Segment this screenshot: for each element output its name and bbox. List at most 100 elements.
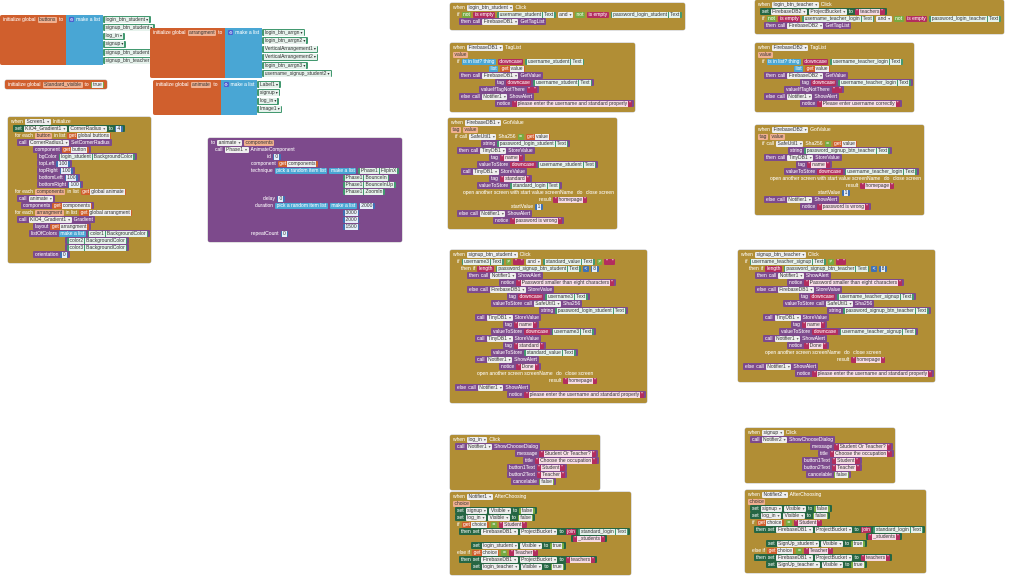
block-row[interactable]: topLeft 100: [37, 160, 72, 167]
component-property-block[interactable]: password_login_student Text: [555, 307, 627, 314]
property-dropdown[interactable]: Text: [813, 258, 825, 265]
component-property-block[interactable]: standard_login Text: [578, 528, 629, 535]
dropdown[interactable]: Visible: [489, 507, 512, 514]
text-literal-value[interactable]: homepage: [567, 377, 594, 384]
property-dropdown[interactable]: BounceInUp: [364, 181, 394, 188]
text-literal-value[interactable]: teachers: [864, 554, 887, 561]
text-literal-value[interactable]: _students: [872, 533, 896, 540]
dropdown[interactable]: FirebaseDB1: [482, 72, 519, 79]
block-row[interactable]: thencallTinyDB1StoreValue: [457, 147, 535, 154]
property-dropdown[interactable]: Text: [543, 11, 555, 18]
property-dropdown[interactable]: Text: [876, 147, 889, 154]
property-dropdown[interactable]: Text: [547, 182, 559, 189]
dropdown[interactable]: Visible: [783, 512, 805, 519]
text-block[interactable]: downcase: [510, 161, 536, 168]
list-block[interactable]: is in list? thing: [766, 58, 801, 65]
number-block[interactable]: 2000: [358, 202, 375, 209]
text-literal-block[interactable]: " teachers ": [854, 8, 885, 15]
property-dropdown[interactable]: Text: [910, 526, 922, 533]
block-row[interactable]: result " homepage ": [547, 377, 600, 384]
boolean-dropdown[interactable]: false: [835, 471, 848, 478]
dropdown[interactable]: ProjectBucket: [814, 526, 853, 533]
variable-dropdown[interactable]: choice: [776, 547, 793, 554]
block-row[interactable]: valueToStore downcase username_teacher_log…: [784, 168, 919, 175]
firebasedb1-gotvalue-block[interactable]: whenFirebaseDB1GotValuetagvalueifcallSaf…: [448, 118, 617, 229]
dropdown[interactable]: FirebaseDB2: [771, 126, 809, 133]
text-literal-block[interactable]: " standard ": [513, 342, 544, 349]
block-row[interactable]: setsignupVisibletofalse: [750, 505, 832, 512]
block-row[interactable]: valueToStore downcase username_teacher_sig…: [779, 328, 919, 335]
block-row[interactable]: result " homepage ": [844, 182, 897, 189]
variable-dropdown[interactable]: value: [534, 133, 549, 140]
component-property-block[interactable]: Phase1 ZoomIn: [343, 188, 385, 195]
dropdown[interactable]: Notifier1: [477, 384, 504, 391]
text-block[interactable]: is empty: [905, 15, 928, 22]
block-row[interactable]: open another screen with start value scr…: [768, 175, 923, 182]
dropdown[interactable]: login_student: [481, 542, 519, 549]
dropdown[interactable]: log_in: [465, 514, 487, 521]
text-literal-value[interactable]: homepage: [557, 196, 584, 203]
block-row[interactable]: Phase1 BounceIn: [341, 174, 392, 181]
text-literal-value[interactable]: standard: [504, 175, 526, 182]
component-dropdown[interactable]: signup_btn_student: [104, 49, 154, 56]
component-property-block[interactable]: username3 Text: [551, 328, 594, 335]
dropdown[interactable]: login_btn_student: [466, 4, 514, 11]
block-row[interactable]: list get value: [487, 65, 528, 72]
component-dropdown[interactable]: login_btn_student: [104, 16, 150, 23]
text-literal-value[interactable]: homepage: [864, 182, 891, 189]
get-variable-block[interactable]: get global arrangment: [79, 209, 133, 216]
get-variable-block[interactable]: get choice: [756, 519, 784, 526]
logic-block[interactable]: not: [766, 15, 777, 22]
get-variable-block[interactable]: get value: [805, 65, 831, 72]
number-value[interactable]: 100: [57, 160, 69, 167]
math-block[interactable]: <: [871, 265, 878, 272]
component-dropdown[interactable]: log_in: [104, 33, 123, 40]
dropdown[interactable]: FirebaseDB2: [771, 44, 809, 51]
number-block[interactable]: 100: [59, 167, 73, 174]
property-dropdown[interactable]: Text: [555, 140, 567, 147]
text-literal-value[interactable]: Choose the occupation: [539, 457, 593, 464]
block-row[interactable]: thencallFirebaseDB1GetValue: [459, 72, 543, 79]
block-row[interactable]: startValue 1: [509, 203, 545, 210]
text-literal-value[interactable]: Student Or Teacher?: [543, 450, 592, 457]
dropdown[interactable]: FirebaseDB1: [466, 44, 504, 51]
boolean-block[interactable]: true: [851, 561, 865, 568]
block-row[interactable]: if not is empty username_teacher_login Text a…: [760, 15, 1003, 22]
logic-block[interactable]: =: [785, 519, 792, 526]
component-property-block[interactable]: username_student Text: [533, 79, 593, 86]
notifier1-afterchoosing-block[interactable]: whenNotifier1AfterChoosingchoicesetsignu…: [450, 492, 632, 575]
text-literal-value[interactable]: name: [504, 154, 519, 161]
block-row[interactable]: tag " name ": [796, 161, 833, 168]
parameter-name[interactable]: components: [35, 188, 66, 195]
block-row[interactable]: components get components: [21, 202, 95, 209]
block-row[interactable]: id 0: [265, 153, 283, 160]
component-dropdown[interactable]: password_login_student: [556, 307, 613, 314]
dropdown[interactable]: ProjectBucket: [814, 554, 853, 561]
mutator-gear-icon[interactable]: ⚙: [228, 30, 234, 35]
parameter-name[interactable]: value: [769, 133, 785, 140]
block-row[interactable]: for each arrangment in list get global arran…: [13, 209, 135, 216]
logic-block[interactable]: ≠: [827, 258, 834, 265]
block-row[interactable]: thencallFirebaseDB2GetTagList: [764, 22, 852, 29]
boolean-dropdown[interactable]: false: [815, 505, 829, 512]
component-dropdown[interactable]: Phase1: [344, 174, 364, 181]
dropdown[interactable]: Notifier1: [481, 93, 508, 100]
component-dropdown[interactable]: Image1: [258, 106, 281, 113]
dropdown[interactable]: Notifier1: [486, 356, 513, 363]
dropdown[interactable]: Notifier1: [774, 335, 801, 342]
text-block[interactable]: downcase: [505, 79, 532, 86]
block-row[interactable]: tag value: [756, 133, 787, 140]
component-dropdown[interactable]: username_teacher_signup: [838, 293, 901, 300]
dropdown[interactable]: Notifier1: [466, 493, 493, 500]
block-row[interactable]: color2 BackgroundColor: [65, 237, 130, 244]
text-literal-value[interactable]: name: [806, 321, 821, 328]
component-block[interactable]: login_btn_arrgn3: [262, 62, 308, 70]
block-row[interactable]: thensetFirebaseDB1ProjectBuckettojoinsta…: [754, 526, 926, 533]
dropdown[interactable]: FirebaseDB1: [482, 18, 519, 25]
number-block[interactable]: 3000: [343, 209, 360, 216]
block-row[interactable]: elsecallNotifier1ShowAlert: [764, 93, 840, 100]
text-literal-value[interactable]: Student: [541, 464, 561, 471]
block-row[interactable]: choice: [746, 498, 768, 505]
